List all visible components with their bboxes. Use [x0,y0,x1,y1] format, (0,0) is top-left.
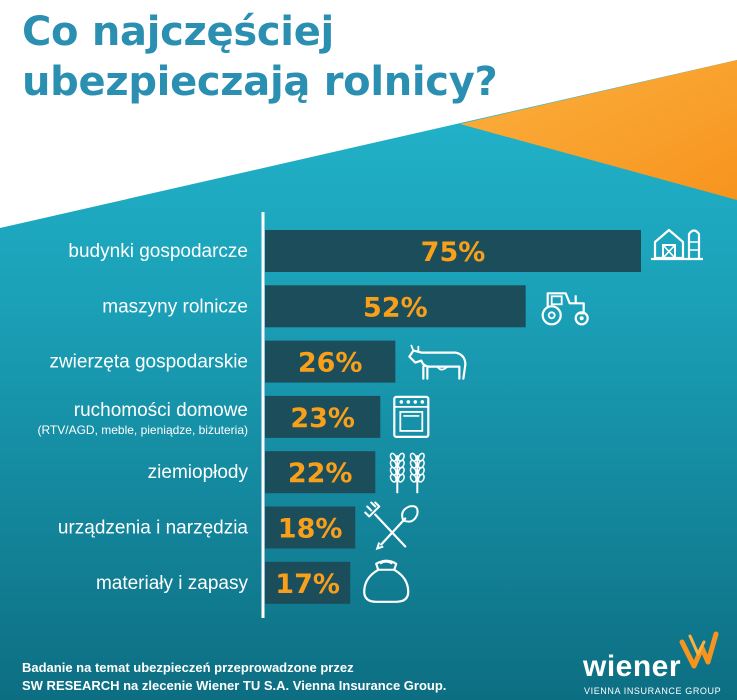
orange-accent-shape [460,60,737,200]
value-label-2: 52% [363,292,428,323]
sack-icon [363,559,410,603]
category-label-3: zwierzęta gospodarskie [49,352,248,373]
stove-icon [393,395,430,438]
footer-note-line-2: SW RESEARCH na zlecenie Wiener TU S.A. V… [22,678,447,693]
footer-note-line-1: Badanie na temat ubezpieczeń przeprowadz… [22,660,354,675]
brand-tagline: VIENNA INSURANCE GROUP [584,686,722,696]
category-sublabel-4: (RTV/AGD, meble, pieniądze, biżuteria) [37,423,248,437]
wheat-icon [389,452,425,494]
barn-icon [651,228,703,261]
category-label-6: urządzenia i narzędzia [58,518,249,539]
category-label-2: maszyny rolnicze [102,296,248,317]
brand-logo-text: wiener [583,650,682,683]
white-banner [0,0,737,228]
bar-7 [265,561,351,604]
page-title-line-2: ubezpieczają rolnicy? [22,59,498,105]
category-label-4: ruchomości domowe [74,400,248,421]
pitchfork-shovel-icon [364,501,419,551]
bar-4 [265,395,381,438]
bar-3 [265,340,396,383]
value-label-3: 26% [298,348,363,379]
value-label-5: 22% [288,458,353,489]
bar-6 [265,506,356,549]
tractor-icon [541,292,589,326]
value-label-7: 17% [275,569,340,600]
value-label-6: 18% [278,514,343,545]
page-title-line-1: Co najczęściej [22,9,334,55]
bar-5 [265,451,376,494]
category-label-1: budynki gospodarcze [68,241,248,262]
wiener-logo-mark-icon [679,631,719,669]
category-label-5: ziemiopłody [148,462,249,483]
value-label-1: 75% [421,237,486,268]
category-label-7: materiały i zapasy [96,573,249,594]
bar-2 [265,285,526,328]
value-label-4: 23% [290,403,355,434]
bar-1 [265,230,641,272]
cow-icon [408,344,467,380]
